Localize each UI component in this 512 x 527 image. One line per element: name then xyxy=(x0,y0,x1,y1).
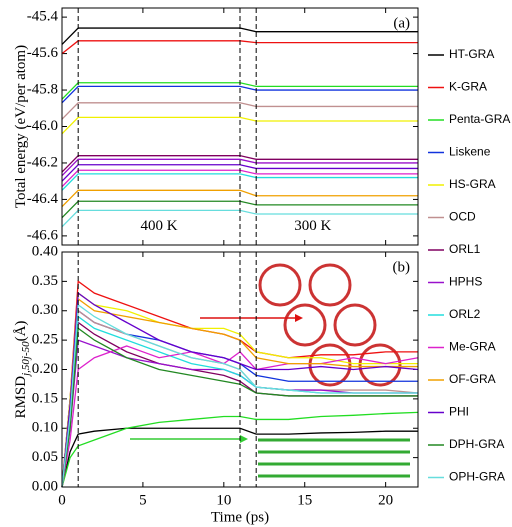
y-axis-label: RMSDj,50j-50(Å) xyxy=(13,321,31,419)
legend-label: OCD xyxy=(449,210,476,224)
legend-label: Me-GRA xyxy=(449,340,496,354)
y-label-unit: (Å) xyxy=(13,321,29,342)
y-tick-label: 0.25 xyxy=(32,332,58,348)
y-tick-label: -45.6 xyxy=(27,45,59,61)
legend-label: Penta-GRA xyxy=(449,112,510,126)
x-tick-label: 20 xyxy=(378,492,393,508)
y-tick-label: 0.30 xyxy=(32,302,58,318)
x-tick-label: 15 xyxy=(297,492,312,508)
y-tick-label: -46.2 xyxy=(27,154,58,170)
y-axis-label: Total energy (eV/per atom) xyxy=(13,45,29,208)
y-label-main: RMSD xyxy=(13,376,29,419)
y-tick-label: -45.4 xyxy=(27,9,59,25)
y-tick-label: 0.40 xyxy=(32,243,58,259)
y-tick-label: 0.05 xyxy=(32,449,58,465)
y-tick-label: 0.00 xyxy=(32,478,58,494)
x-tick-label: 0 xyxy=(58,492,66,508)
green-arrowhead xyxy=(240,435,248,443)
y-tick-label: -46.4 xyxy=(27,191,59,207)
red-arrowhead xyxy=(295,314,303,322)
panel-label: (a) xyxy=(393,15,410,31)
y-tick-label: 0.10 xyxy=(32,420,58,436)
legend-label: ORL2 xyxy=(449,307,481,321)
figure: -45.4 -45.6 -45.8 -46.0 -46.2 -46.4 -46.6 (a) 40… xyxy=(0,0,512,527)
legend-label: HPHS xyxy=(449,275,482,289)
annotation: 300 K xyxy=(294,218,331,234)
legend-label: DPH-GRA xyxy=(449,437,504,451)
annotation: 400 K xyxy=(141,218,178,234)
x-tick-label: 5 xyxy=(139,492,147,508)
y-tick-label: 0.15 xyxy=(32,390,58,406)
inset-molecules xyxy=(130,265,410,476)
legend-label: ORL1 xyxy=(449,242,481,256)
x-axis-label: Time (ps) xyxy=(211,509,269,525)
legend-label: HT-GRA xyxy=(449,47,494,61)
y-tick-label: 0.20 xyxy=(32,361,58,377)
y-tick-label: 0.35 xyxy=(32,273,58,289)
legend-label: OF-GRA xyxy=(449,372,496,386)
green-structure xyxy=(258,440,410,476)
y-label-sub: j,50j-50 xyxy=(20,341,32,378)
legend-label: OPH-GRA xyxy=(449,470,505,484)
y-tick-label: -46.6 xyxy=(27,227,59,243)
legend-label: K-GRA xyxy=(449,80,487,94)
panel-label: (b) xyxy=(393,259,411,275)
y-tick-label: -45.8 xyxy=(27,81,58,97)
x-tick-label: 10 xyxy=(216,492,231,508)
legend-label: Liskene xyxy=(449,145,491,159)
y-tick-label: -46.0 xyxy=(27,118,58,134)
y-label-main: Total energy (eV/per atom) xyxy=(13,45,29,208)
legend-label: PHI xyxy=(449,405,469,419)
legend-label: HS-GRA xyxy=(449,177,496,191)
